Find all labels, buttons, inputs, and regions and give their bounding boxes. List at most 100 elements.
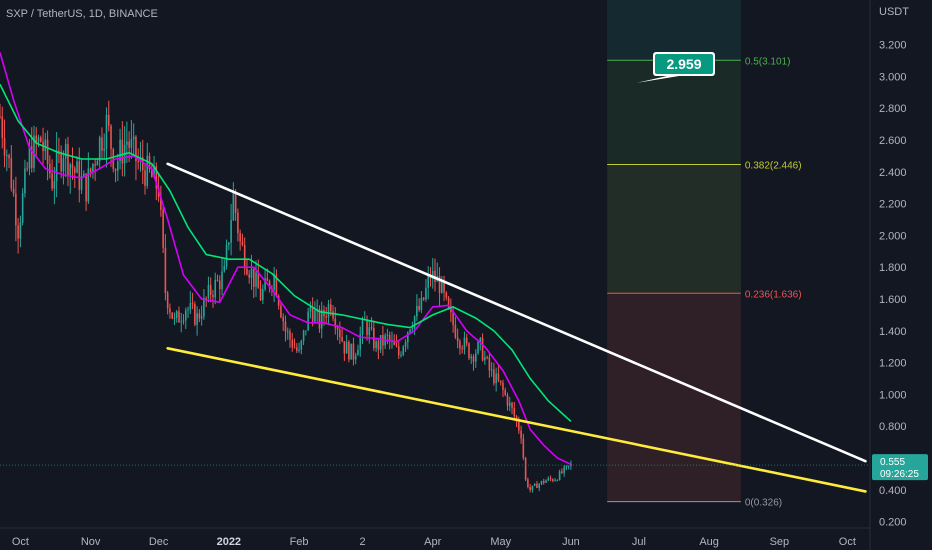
candle-body bbox=[484, 357, 486, 361]
candle-body bbox=[504, 390, 507, 396]
candle-body bbox=[49, 163, 51, 174]
candle-body bbox=[64, 144, 67, 159]
candle-body bbox=[563, 467, 565, 473]
candle-body bbox=[477, 341, 479, 354]
price-tick-label: 2.800 bbox=[879, 103, 907, 115]
candle-body bbox=[379, 335, 382, 350]
time-tick-label: 2022 bbox=[217, 536, 241, 548]
candle-body bbox=[311, 307, 314, 322]
time-tick-label: 2 bbox=[359, 536, 365, 548]
candle-body bbox=[547, 478, 550, 481]
candle-body bbox=[89, 168, 92, 172]
candle-body bbox=[561, 471, 563, 473]
candle-body bbox=[323, 310, 325, 317]
candle-body bbox=[409, 329, 411, 333]
candle-body bbox=[169, 308, 171, 313]
candle-body bbox=[542, 481, 545, 483]
candle-body bbox=[268, 281, 271, 289]
candle-body bbox=[112, 149, 115, 169]
axes bbox=[0, 0, 871, 550]
time-tick-label: Nov bbox=[81, 536, 101, 548]
time-tick-label: Jul bbox=[632, 536, 646, 548]
candle-body bbox=[284, 321, 287, 332]
candle-body bbox=[538, 484, 541, 489]
candle-body bbox=[83, 173, 85, 176]
candle-body bbox=[361, 320, 364, 335]
candle-body bbox=[350, 343, 352, 360]
callout-box bbox=[655, 54, 713, 74]
candle-body bbox=[395, 344, 398, 347]
price-tick-label: 1.400 bbox=[879, 326, 907, 338]
candle-body bbox=[114, 168, 117, 171]
candle-body bbox=[388, 334, 391, 341]
candle-body bbox=[264, 278, 266, 290]
candle-body bbox=[334, 318, 337, 328]
candle-body bbox=[194, 303, 196, 325]
candle-body bbox=[98, 137, 101, 162]
candle-body bbox=[438, 276, 441, 293]
candle-body bbox=[282, 317, 284, 322]
candle-body bbox=[51, 173, 53, 189]
candle-body bbox=[463, 337, 466, 350]
candle-body bbox=[427, 276, 429, 288]
candle-body bbox=[286, 331, 289, 333]
candle-body bbox=[248, 274, 251, 278]
candle-body bbox=[166, 292, 169, 309]
trendlines[interactable] bbox=[166, 162, 867, 493]
candle-body bbox=[502, 382, 504, 391]
candle-body bbox=[474, 353, 477, 362]
candle-body bbox=[320, 310, 323, 329]
candle-body bbox=[508, 402, 511, 406]
candle-body bbox=[556, 479, 559, 481]
candle-body bbox=[527, 479, 529, 488]
candle-body bbox=[135, 136, 137, 162]
candle-body bbox=[207, 284, 210, 299]
candle-body bbox=[225, 244, 228, 267]
candle-body bbox=[352, 343, 355, 360]
candle-body bbox=[80, 175, 83, 190]
candle-body bbox=[511, 402, 513, 408]
candle-body bbox=[558, 471, 561, 480]
symbol-title: SXP / TetherUS, 1D, BINANCE bbox=[6, 8, 158, 20]
candle-body bbox=[132, 136, 135, 140]
candle-body bbox=[60, 151, 62, 172]
candle-body bbox=[416, 305, 418, 317]
candle-body bbox=[567, 465, 570, 467]
candle-body bbox=[15, 193, 17, 226]
candle-body bbox=[187, 309, 189, 311]
time-axis[interactable]: Oct Nov Dec 2022 Feb 2 Apr May Jun Jul Aug Sep Oct bbox=[12, 536, 856, 548]
candle-body bbox=[1, 116, 4, 138]
candle-body bbox=[191, 302, 194, 304]
candle-body bbox=[280, 305, 282, 318]
candle-body bbox=[218, 280, 221, 290]
candle-body bbox=[468, 343, 470, 359]
candle-body bbox=[549, 478, 552, 480]
candle-body bbox=[94, 164, 96, 166]
ma-fast-line bbox=[0, 52, 572, 466]
candle-body bbox=[87, 168, 90, 202]
candle-body bbox=[216, 279, 219, 281]
candle-body bbox=[37, 137, 40, 143]
candle-body bbox=[137, 161, 139, 163]
candle-body bbox=[21, 193, 24, 223]
candle-body bbox=[305, 330, 307, 332]
candle-body bbox=[296, 347, 298, 351]
price-callout[interactable]: 2.959 bbox=[636, 52, 715, 83]
price-tick-label: 2.600 bbox=[879, 135, 907, 147]
candle-body bbox=[332, 311, 334, 319]
candle-body bbox=[3, 137, 6, 156]
price-tag-countdown: 09:26:25 bbox=[880, 469, 919, 480]
candle-body bbox=[255, 272, 257, 287]
candle-body bbox=[262, 289, 264, 301]
candle-body bbox=[418, 305, 420, 311]
candle-body bbox=[19, 222, 22, 239]
candle-body bbox=[182, 320, 185, 322]
candle-body bbox=[329, 304, 332, 312]
candle-body bbox=[73, 168, 76, 173]
candle-body bbox=[459, 341, 461, 349]
price-tick-label: 2.000 bbox=[879, 230, 907, 242]
price-tick-label: 1.200 bbox=[879, 358, 907, 370]
candle-body bbox=[518, 421, 520, 431]
candle-body bbox=[513, 407, 516, 417]
